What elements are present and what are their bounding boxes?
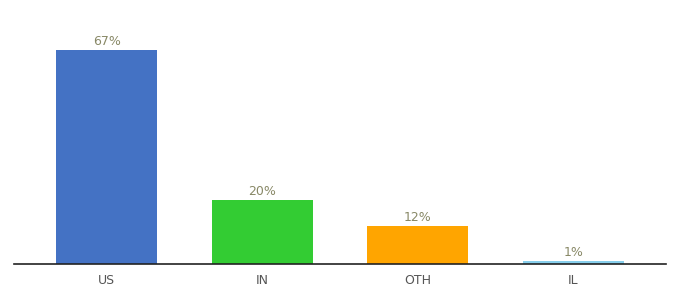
Text: 20%: 20% — [248, 185, 276, 198]
Bar — [56, 50, 157, 264]
Text: 1%: 1% — [563, 246, 583, 259]
Bar — [523, 261, 624, 264]
Bar — [211, 200, 313, 264]
Bar — [367, 226, 469, 264]
Text: 67%: 67% — [93, 35, 121, 48]
Text: 12%: 12% — [404, 211, 432, 224]
